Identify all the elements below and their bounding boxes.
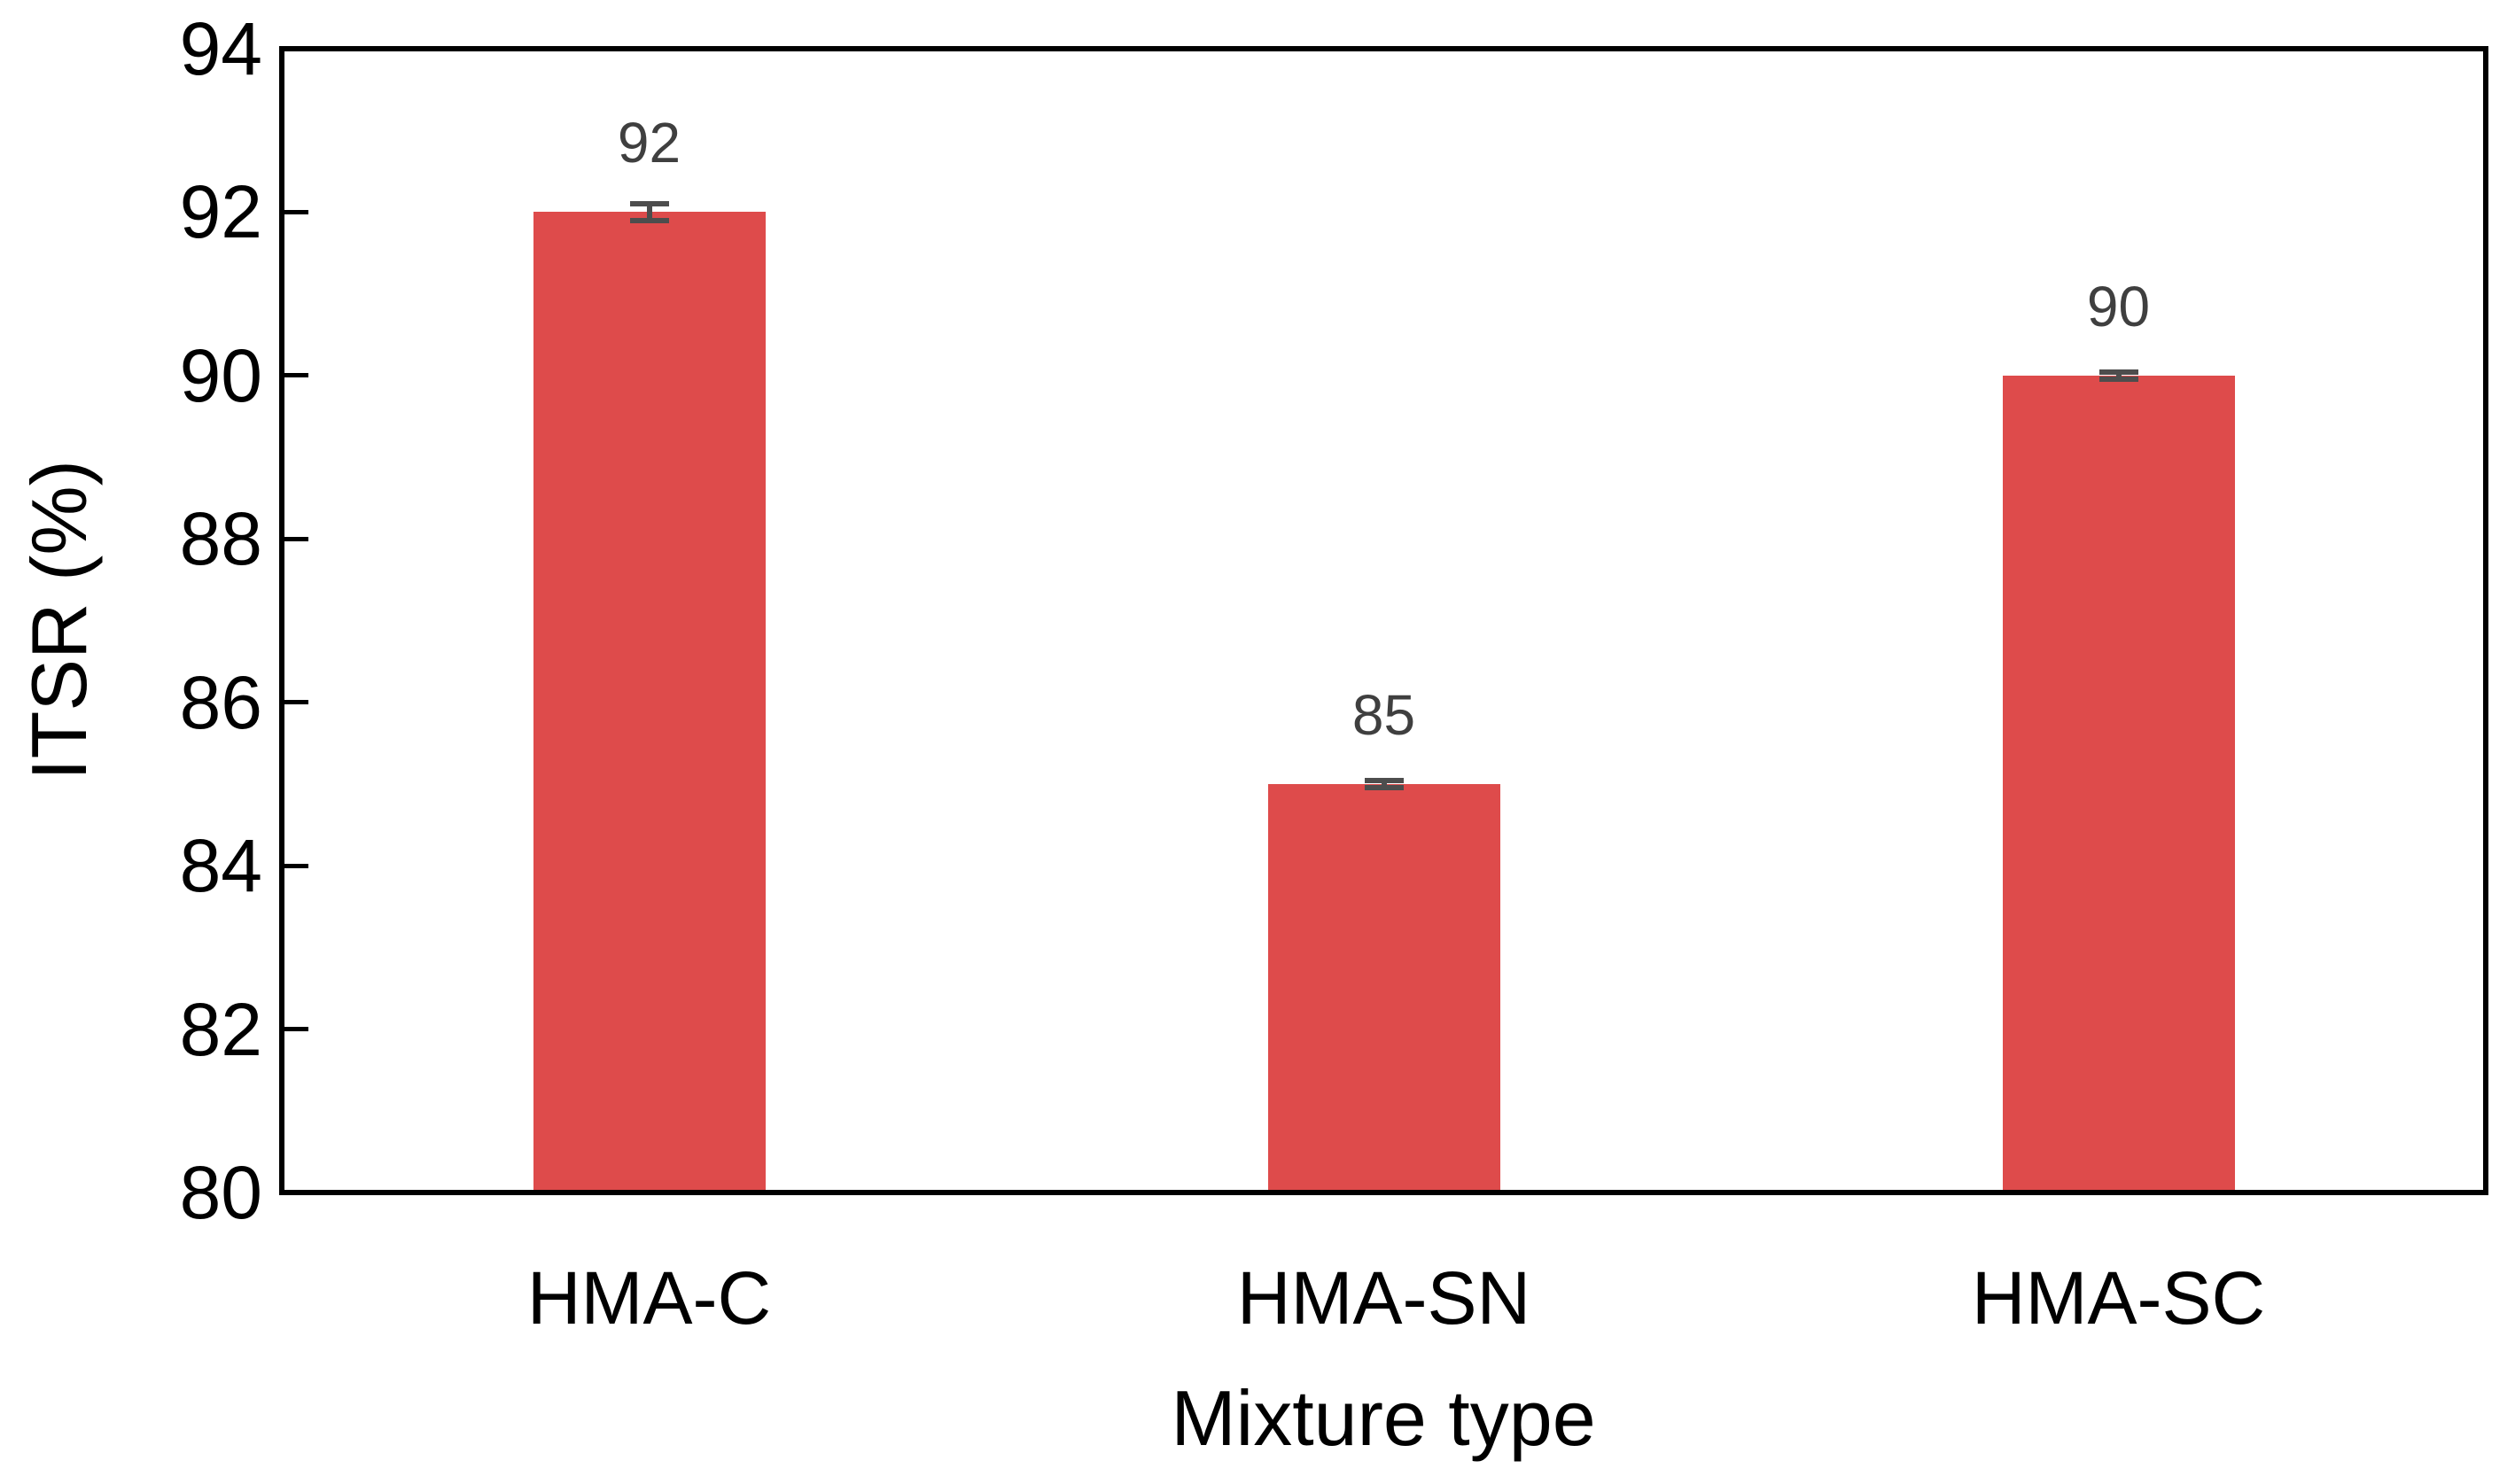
x-category-label: HMA-C (526, 1256, 772, 1340)
y-tick-label: 84 (179, 824, 262, 908)
y-tick-mark (284, 1190, 308, 1195)
y-tick-label: 94 (179, 7, 262, 90)
bar (533, 212, 766, 1190)
y-tick-label: 92 (179, 170, 262, 254)
x-category-label: HMA-SN (1236, 1256, 1531, 1340)
y-tick-mark (284, 863, 308, 868)
y-tick-mark (284, 536, 308, 541)
error-bar-line (1381, 780, 1387, 789)
y-tick-label: 82 (179, 987, 262, 1071)
y-tick-label: 86 (179, 660, 262, 744)
bar-value-label: 92 (617, 111, 681, 175)
x-axis-title: Mixture type (1171, 1374, 1596, 1462)
y-tick-label: 88 (179, 497, 262, 581)
y-tick-mark (284, 46, 308, 51)
error-bar-line (2115, 371, 2122, 379)
y-tick-mark (284, 209, 308, 214)
x-category-label: HMA-SC (1971, 1256, 2266, 1340)
error-bar-bottom-cap (1364, 785, 1404, 791)
error-bar-bottom-cap (629, 217, 669, 223)
y-tick-label: 80 (179, 1151, 262, 1234)
bar (1267, 783, 1500, 1190)
y-tick-mark (284, 700, 308, 705)
error-bar-line (646, 204, 652, 221)
y-tick-mark (284, 1027, 308, 1032)
bar-value-label: 90 (2086, 274, 2151, 338)
error-bar-bottom-cap (2098, 377, 2138, 382)
bar (2002, 375, 2235, 1190)
y-tick-label: 90 (179, 333, 262, 417)
y-tick-mark (284, 373, 308, 378)
bar-value-label: 85 (1351, 682, 1416, 747)
y-axis-title: ITSR (%) (15, 460, 103, 781)
